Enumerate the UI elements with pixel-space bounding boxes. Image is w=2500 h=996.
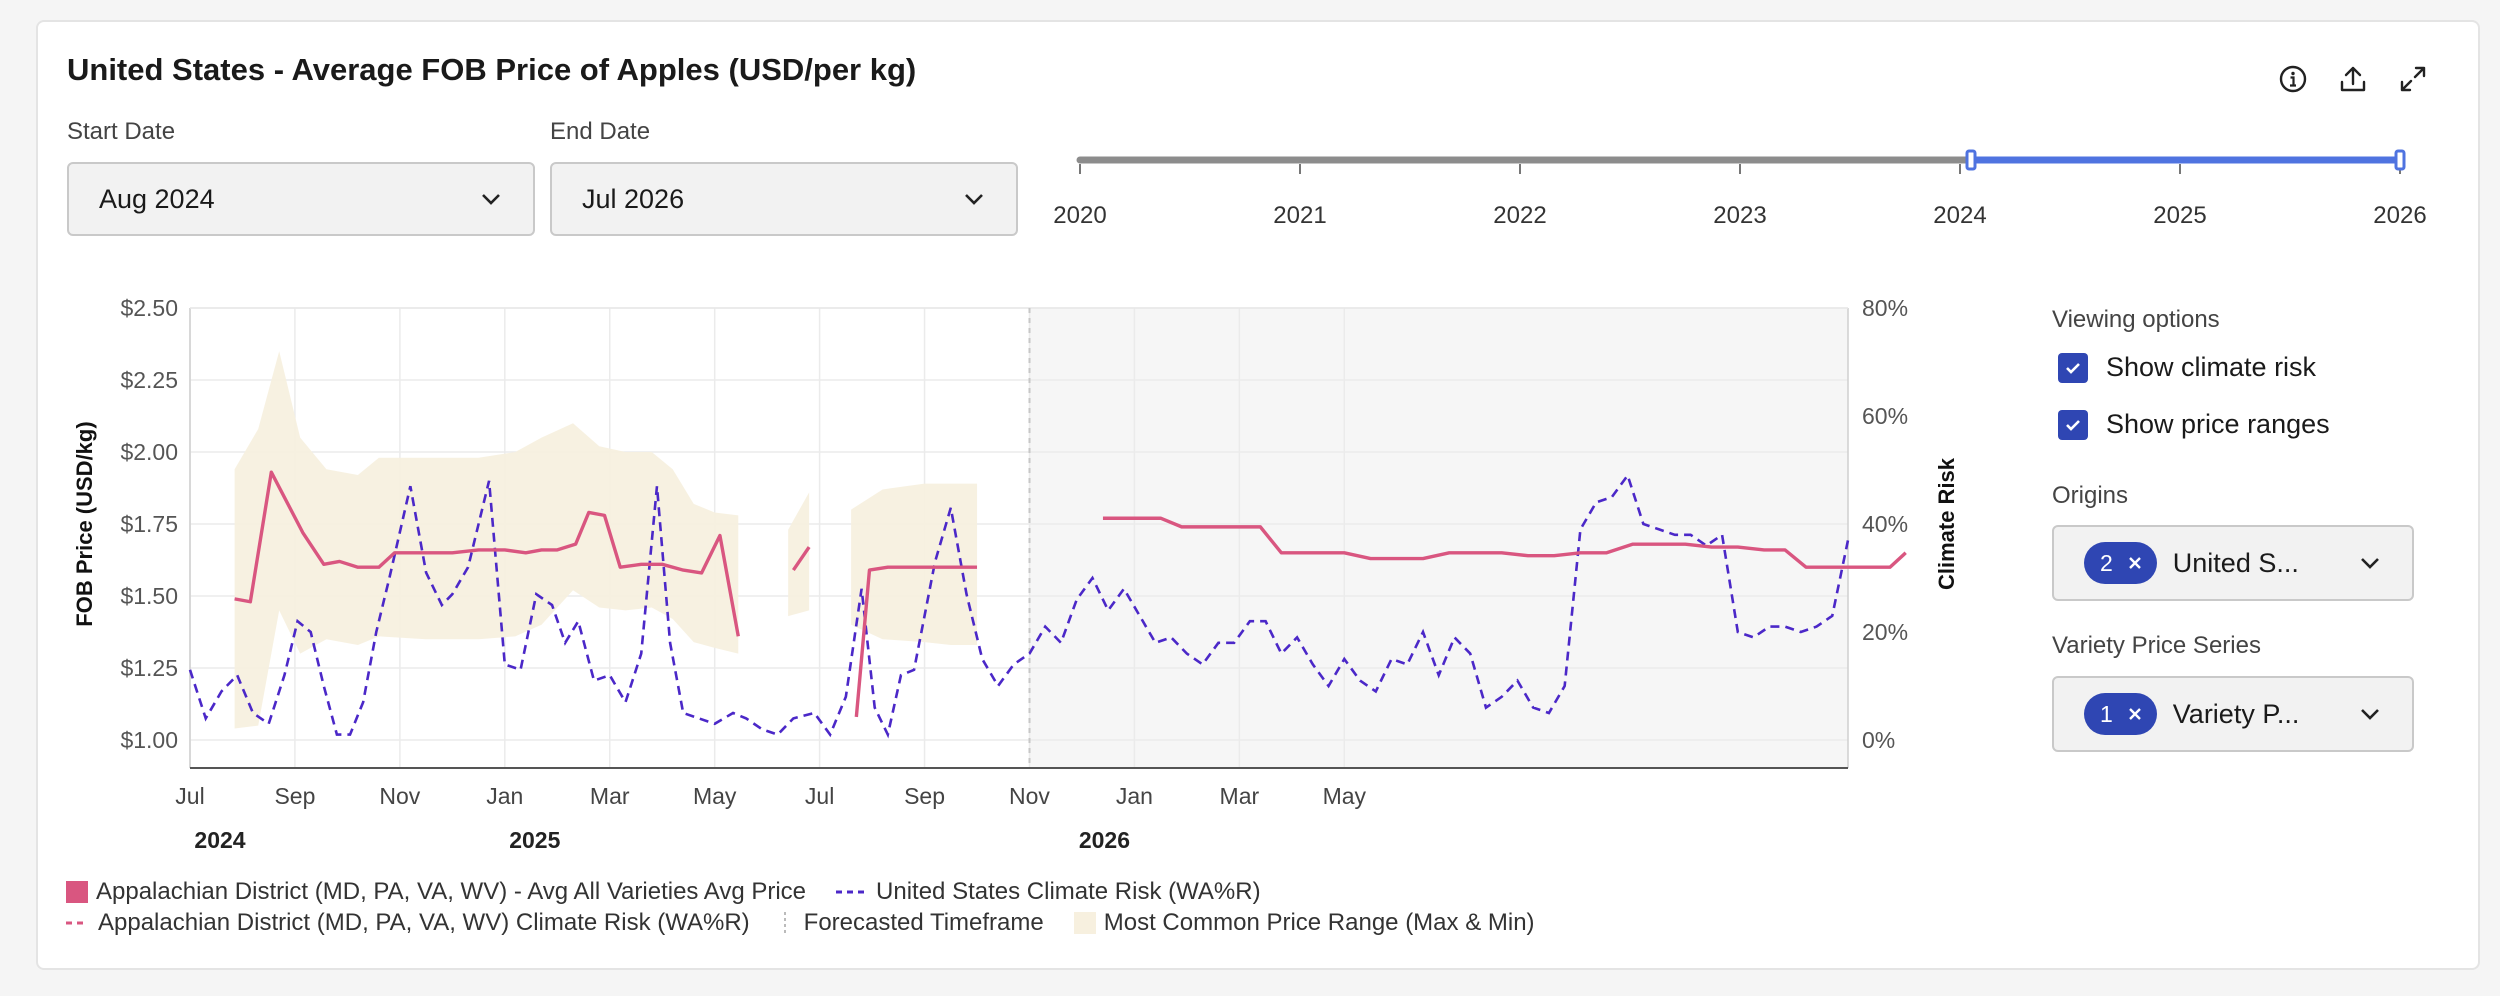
price-range-band <box>788 492 810 617</box>
chart-legend: Appalachian District (MD, PA, VA, WV) - … <box>66 876 1565 938</box>
legend-swatch-forecast <box>783 911 786 934</box>
x-tick-label: Jul <box>805 783 834 809</box>
show-price-ranges-checkbox[interactable]: Show price ranges <box>2058 409 2330 440</box>
legend-swatch-us-risk <box>836 890 867 893</box>
x-tick-label: Mar <box>1220 783 1260 809</box>
legend-app-risk[interactable]: Appalachian District (MD, PA, VA, WV) Cl… <box>66 909 750 937</box>
expand-icon[interactable] <box>2394 60 2432 98</box>
x-tick-label: May <box>1323 783 1367 809</box>
checkbox-checked-icon <box>2058 352 2088 383</box>
legend-range[interactable]: Most Common Price Range (Max & Min) <box>1073 908 1535 937</box>
legend-label: Most Common Price Range (Max & Min) <box>1103 908 1535 936</box>
x-year-label: 2025 <box>509 827 560 850</box>
x-tick-label: May <box>693 783 737 809</box>
forecast-region <box>1029 308 1848 768</box>
chevron-down-icon <box>482 194 500 205</box>
legend-label: United States Climate Risk (WA%R) <box>876 877 1261 905</box>
origins-count-pill[interactable]: 2 <box>2084 542 2157 584</box>
end-date-value: Jul 2026 <box>582 183 685 214</box>
info-icon[interactable] <box>2274 60 2312 98</box>
timeline-year-label: 2025 <box>2153 202 2207 229</box>
x-tick-label: Jan <box>486 783 523 809</box>
origins-count: 2 <box>2100 549 2113 576</box>
show-climate-risk-label: Show climate risk <box>2106 352 2317 382</box>
legend-swatch-price <box>66 880 88 903</box>
us-climate-risk-line <box>188 472 1850 739</box>
close-icon[interactable] <box>2127 555 2143 571</box>
timeline-year-label: 2026 <box>2373 202 2427 229</box>
origins-text: United S... <box>2172 547 2299 578</box>
y-tick-label: $2.00 <box>120 439 178 465</box>
x-year-label: 2024 <box>194 827 245 850</box>
viewing-options-heading: Viewing options <box>2052 306 2220 333</box>
x-tick-label: Jul <box>175 783 204 809</box>
y2-tick-label: 60% <box>1862 403 1908 429</box>
chart-plot: $2.50 $2.25 $2.00 $1.75 $1.50 $1.25 $1.00 80% 60… <box>72 295 1959 850</box>
chevron-down-icon <box>2361 558 2379 569</box>
y-tick-label: $1.75 <box>120 511 178 537</box>
legend-label: Forecasted Timeframe <box>803 908 1044 936</box>
show-price-ranges-label: Show price ranges <box>2106 409 2330 439</box>
legend-forecast[interactable]: Forecasted Timeframe <box>780 909 1044 937</box>
x-year-label: 2026 <box>1079 827 1130 850</box>
chevron-down-icon <box>2361 709 2379 720</box>
chart-title: United States - Average FOB Price of App… <box>67 52 917 87</box>
y-tick-label: $2.50 <box>120 295 178 321</box>
y-tick-label: $1.50 <box>120 583 178 609</box>
legend-us-risk[interactable]: United States Climate Risk (WA%R) <box>836 878 1261 906</box>
legend-label: Appalachian District (MD, PA, VA, WV) Cl… <box>98 908 750 936</box>
origins-multiselect[interactable]: 2 United S... <box>2052 525 2414 601</box>
checkbox-checked-icon <box>2058 409 2088 440</box>
start-date-value: Aug 2024 <box>99 183 215 214</box>
end-date-select[interactable]: Jul 2026 <box>550 162 1018 236</box>
price-line <box>234 470 740 637</box>
y2-axis-title: Climate Risk <box>1934 457 1959 590</box>
price-line <box>1102 516 1907 569</box>
y2-tick-label: 80% <box>1862 295 1908 321</box>
y-tick-label: $2.25 <box>120 367 178 393</box>
variety-count-pill[interactable]: 1 <box>2084 693 2157 735</box>
end-date-label: End Date <box>550 118 651 145</box>
timeline-year-label: 2024 <box>1933 202 1987 229</box>
variety-count: 1 <box>2100 700 2113 727</box>
x-tick-label: Sep <box>904 783 945 809</box>
x-tick-label: Nov <box>1009 783 1050 809</box>
y-tick-label: $1.00 <box>120 727 178 753</box>
x-tick-label: Jan <box>1116 783 1153 809</box>
legend-label: Appalachian District (MD, PA, VA, WV) - … <box>96 877 807 905</box>
close-icon[interactable] <box>2127 706 2143 722</box>
timeline-year-label: 2022 <box>1493 202 1547 229</box>
variety-text: Variety P... <box>2172 698 2300 729</box>
export-icon[interactable] <box>2334 60 2372 98</box>
y-axis-title: FOB Price (USD/kg) <box>72 421 97 626</box>
x-tick-label: Mar <box>590 783 630 809</box>
timeline-year-label: 2023 <box>1713 202 1767 229</box>
start-date-select[interactable]: Aug 2024 <box>67 162 535 236</box>
timeline-slider[interactable]: 2020 2021 2022 2023 2024 2025 2026 <box>1053 140 2440 240</box>
y2-tick-label: 0% <box>1862 727 1895 753</box>
price-line <box>791 546 811 572</box>
legend-swatch-range <box>1073 911 1096 934</box>
variety-heading: Variety Price Series <box>2052 632 2261 659</box>
timeline-year-label: 2020 <box>1053 202 1107 229</box>
timeline-track[interactable] <box>1060 140 2440 200</box>
y2-tick-label: 20% <box>1862 619 1908 645</box>
y2-tick-label: 40% <box>1862 511 1908 537</box>
chevron-down-icon <box>965 194 983 205</box>
timeline-handle[interactable] <box>2394 149 2406 171</box>
price-range-band <box>234 351 739 729</box>
x-tick-label: Sep <box>274 783 315 809</box>
timeline-year-label: 2021 <box>1273 202 1327 229</box>
start-date-label: Start Date <box>67 118 176 145</box>
timeline-handle[interactable] <box>1965 149 1977 171</box>
y-tick-label: $1.25 <box>120 655 178 681</box>
origins-heading: Origins <box>2052 482 2129 509</box>
legend-price[interactable]: Appalachian District (MD, PA, VA, WV) - … <box>66 878 806 906</box>
price-line <box>854 565 978 718</box>
legend-swatch-app-risk <box>66 921 88 924</box>
show-climate-risk-checkbox[interactable]: Show climate risk <box>2058 352 2316 383</box>
variety-multiselect[interactable]: 1 Variety P... <box>2052 676 2414 752</box>
price-range-band <box>851 483 978 645</box>
x-tick-label: Nov <box>379 783 420 809</box>
